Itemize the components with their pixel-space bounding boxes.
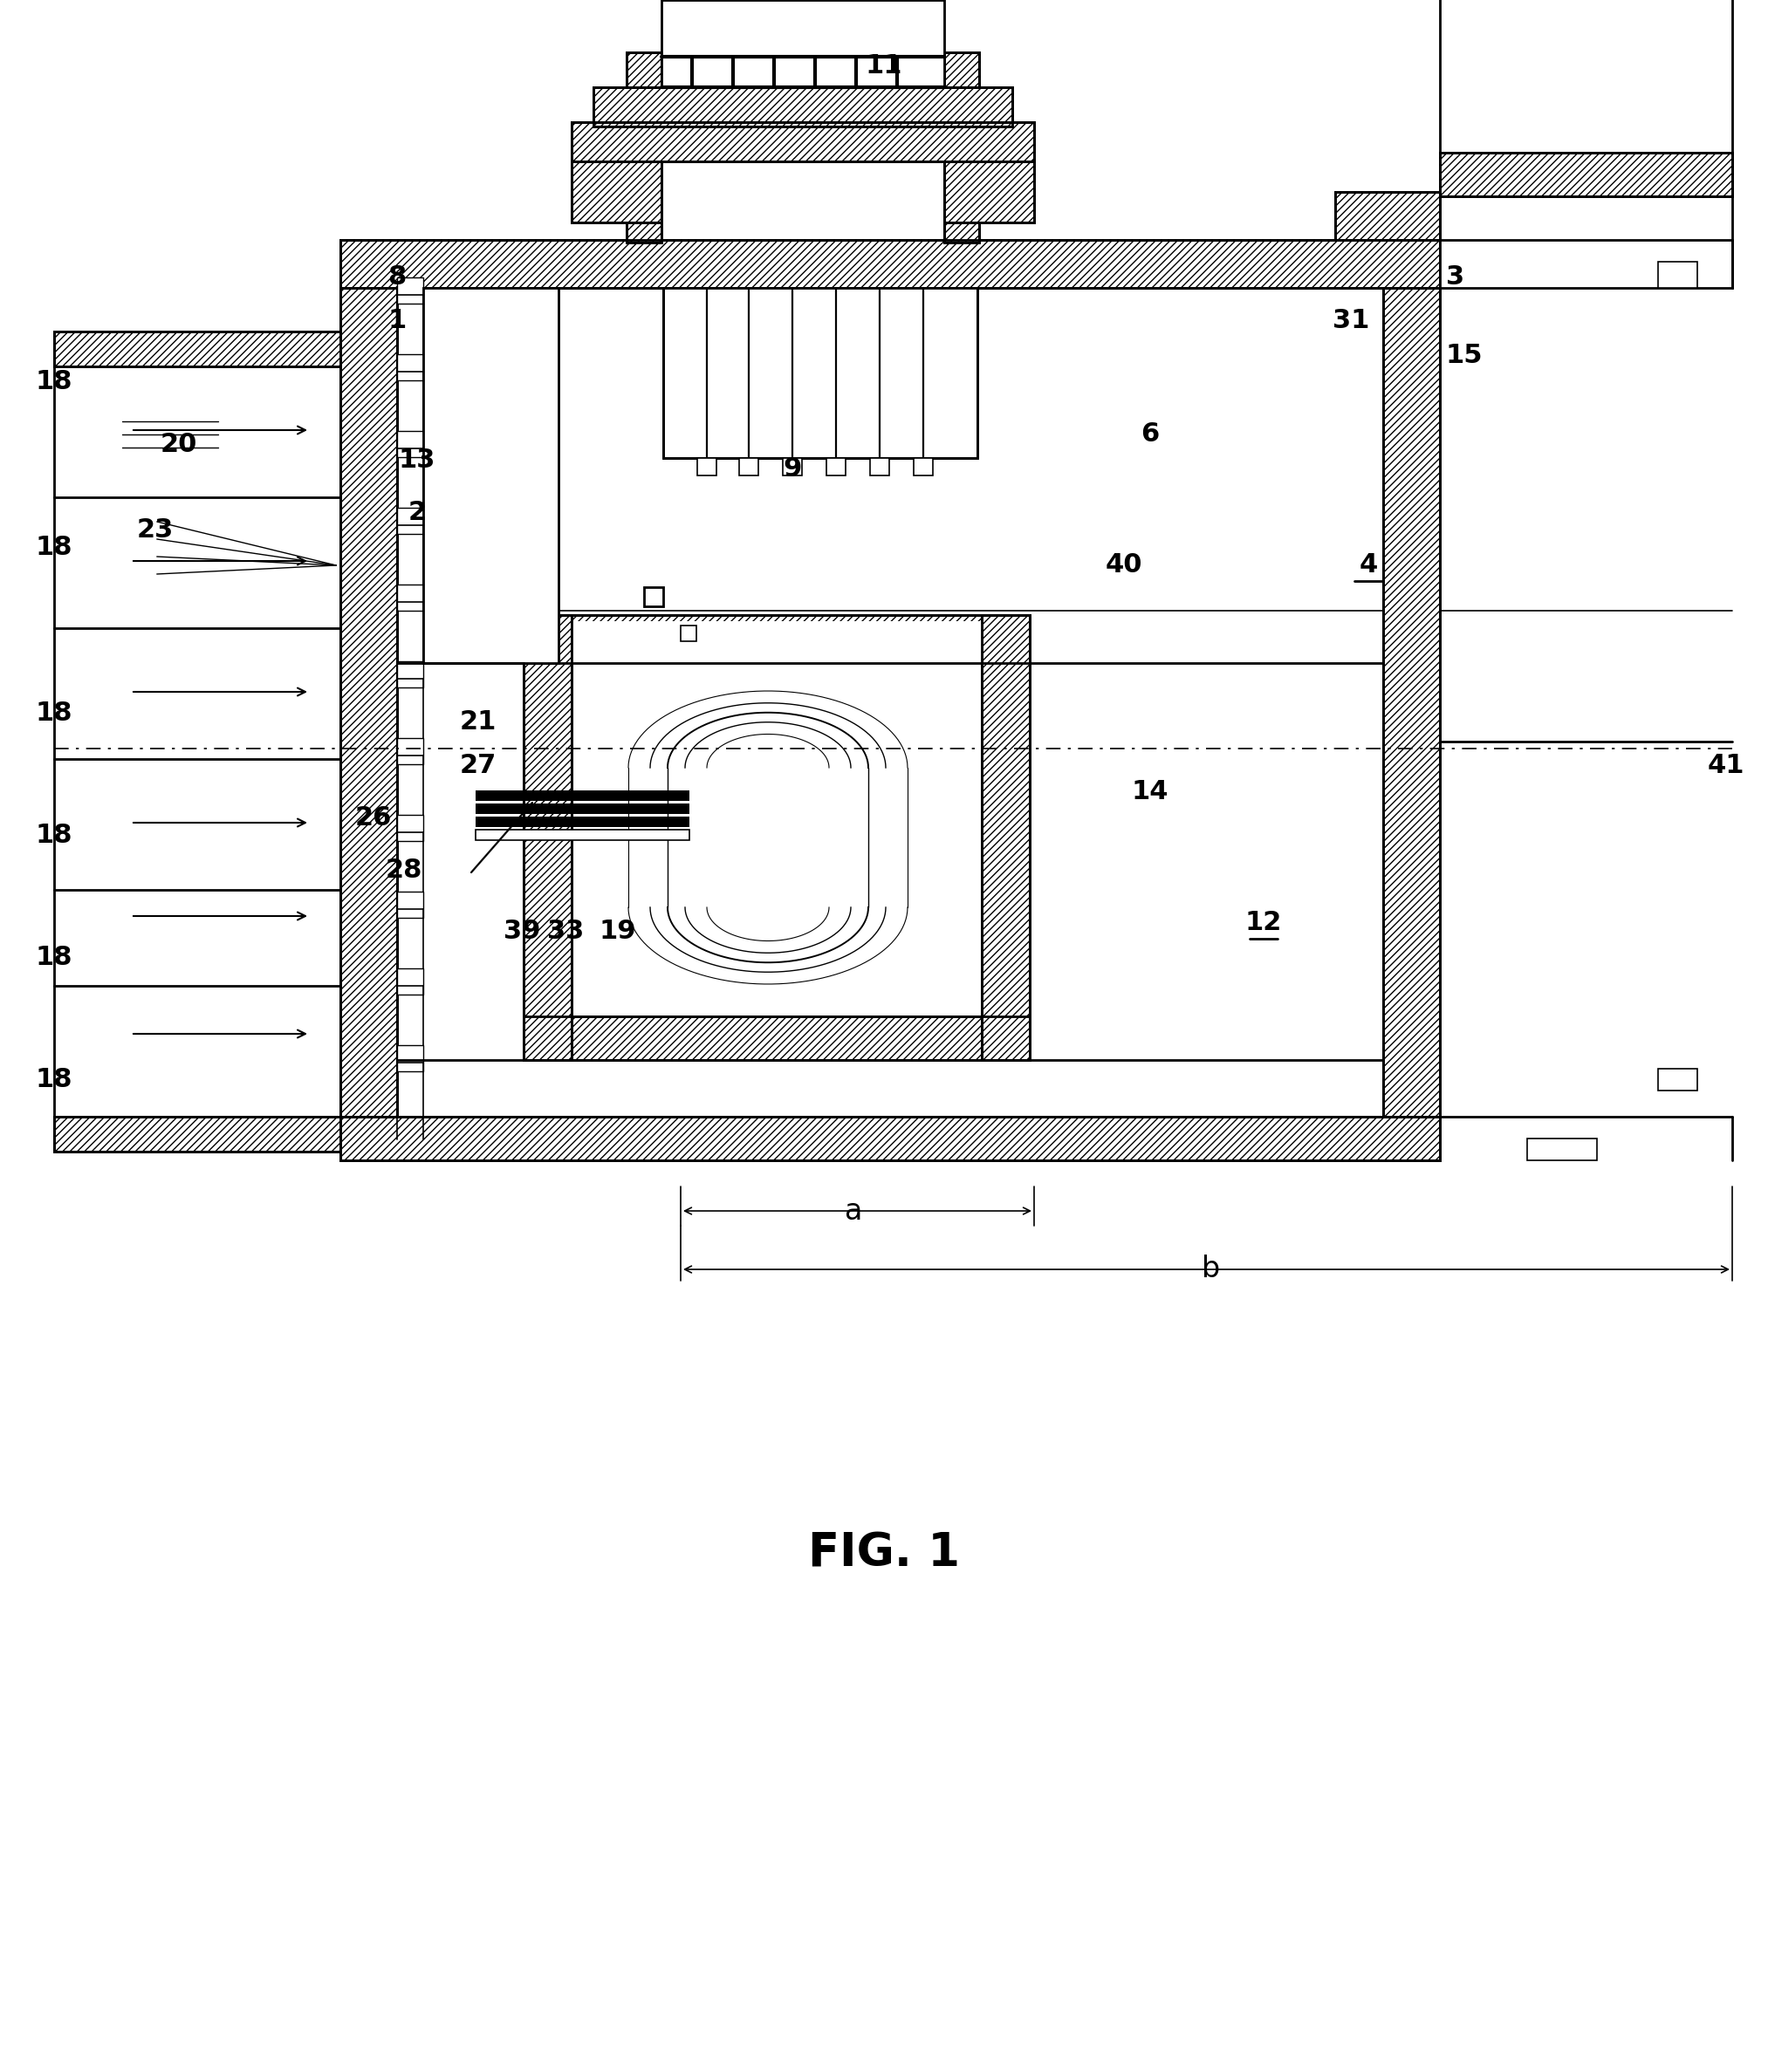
- Text: 33: 33: [546, 920, 583, 945]
- Bar: [571, 622, 981, 665]
- Text: b: b: [1202, 1256, 1220, 1285]
- Bar: [1439, 0, 1733, 288]
- Text: 18: 18: [35, 1067, 72, 1092]
- Polygon shape: [339, 288, 398, 1117]
- Polygon shape: [626, 85, 661, 242]
- Polygon shape: [626, 52, 661, 87]
- Polygon shape: [523, 615, 571, 1061]
- Text: 18: 18: [35, 535, 72, 562]
- Bar: [398, 1044, 423, 1071]
- Polygon shape: [571, 162, 661, 222]
- Text: 40: 40: [1105, 553, 1142, 578]
- Bar: [398, 661, 423, 688]
- Text: 21: 21: [460, 711, 497, 736]
- Polygon shape: [944, 85, 979, 242]
- Text: 1: 1: [387, 309, 407, 334]
- Bar: [1658, 261, 1697, 288]
- Polygon shape: [1335, 193, 1439, 240]
- Text: 18: 18: [35, 369, 72, 396]
- Text: 8: 8: [387, 265, 407, 290]
- Text: 13: 13: [398, 448, 435, 472]
- Text: 19: 19: [599, 920, 636, 945]
- Bar: [476, 816, 690, 827]
- Bar: [661, 0, 944, 87]
- Text: 15: 15: [1446, 344, 1483, 369]
- Text: 6: 6: [1140, 423, 1160, 448]
- Text: 11: 11: [866, 52, 902, 79]
- Text: 26: 26: [355, 806, 392, 831]
- Bar: [663, 288, 978, 458]
- Polygon shape: [571, 122, 1034, 162]
- Polygon shape: [523, 1017, 1029, 1061]
- Text: 18: 18: [35, 823, 72, 847]
- Bar: [644, 586, 663, 607]
- Polygon shape: [339, 240, 1439, 288]
- Text: 9: 9: [783, 456, 801, 483]
- Text: 18: 18: [35, 700, 72, 727]
- Bar: [423, 288, 559, 663]
- Text: 14: 14: [1132, 779, 1169, 804]
- Bar: [739, 458, 758, 474]
- Bar: [1658, 1069, 1697, 1090]
- Text: 27: 27: [460, 754, 497, 779]
- Text: 4: 4: [1360, 553, 1377, 578]
- Bar: [914, 458, 934, 474]
- Text: 39: 39: [504, 920, 541, 945]
- Text: 2: 2: [408, 499, 426, 526]
- Bar: [476, 789, 690, 802]
- Bar: [398, 278, 423, 305]
- Polygon shape: [594, 87, 1013, 126]
- Text: 12: 12: [1245, 910, 1282, 937]
- Bar: [783, 458, 803, 474]
- Bar: [398, 584, 423, 611]
- Bar: [398, 354, 423, 381]
- Text: FIG. 1: FIG. 1: [808, 1531, 960, 1575]
- Text: 28: 28: [385, 858, 423, 883]
- Polygon shape: [339, 1117, 1439, 1160]
- Text: 41: 41: [1708, 754, 1745, 779]
- Polygon shape: [944, 162, 1034, 222]
- Text: 23: 23: [136, 518, 173, 543]
- Bar: [476, 829, 690, 839]
- Bar: [1528, 1138, 1597, 1160]
- Bar: [398, 508, 423, 535]
- Polygon shape: [55, 332, 339, 367]
- Polygon shape: [944, 52, 979, 87]
- Text: 20: 20: [161, 433, 198, 458]
- Text: a: a: [845, 1196, 863, 1225]
- Text: 3: 3: [1446, 265, 1466, 290]
- Polygon shape: [55, 1117, 339, 1152]
- Bar: [870, 458, 889, 474]
- Polygon shape: [523, 615, 1029, 663]
- Polygon shape: [1383, 288, 1439, 1117]
- Polygon shape: [981, 615, 1029, 1061]
- Bar: [398, 968, 423, 995]
- Polygon shape: [1439, 153, 1733, 197]
- Bar: [826, 458, 845, 474]
- Bar: [398, 814, 423, 841]
- Bar: [398, 738, 423, 765]
- Bar: [398, 431, 423, 458]
- Bar: [476, 804, 690, 814]
- Bar: [681, 626, 697, 640]
- Bar: [398, 891, 423, 918]
- Bar: [697, 458, 716, 474]
- Text: 31: 31: [1333, 309, 1370, 334]
- Text: 18: 18: [35, 945, 72, 970]
